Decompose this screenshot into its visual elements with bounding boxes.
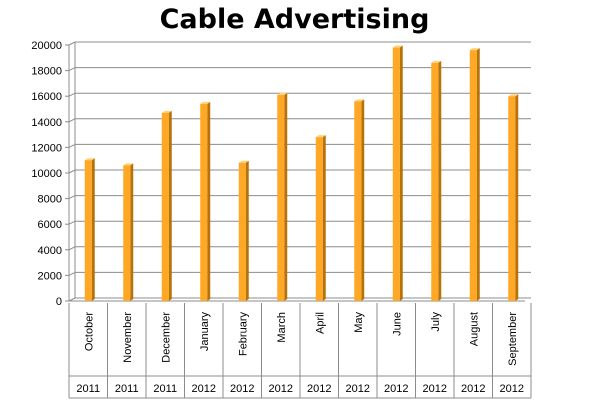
x-tick-label: September — [507, 312, 519, 366]
bar — [277, 94, 285, 301]
y-tick-label: 16000 — [31, 91, 62, 103]
bar-side — [361, 99, 365, 301]
x-tick-label: February — [237, 312, 249, 357]
x-tick-label: August — [468, 312, 480, 346]
y-tick-label: 10000 — [31, 168, 62, 180]
bar-top — [84, 158, 95, 161]
x-tick-label: December — [160, 312, 172, 363]
bar — [238, 162, 246, 301]
x-year-label: 2012 — [500, 383, 524, 395]
x-tick-label: July — [430, 312, 442, 332]
x-tick-label: June — [391, 312, 403, 336]
y-tick-label: 0 — [56, 296, 62, 308]
y-tick-label: 12000 — [31, 142, 62, 154]
bar-top — [469, 48, 480, 51]
gridline-depth — [68, 246, 76, 251]
bar — [392, 47, 400, 302]
x-year-label: 2012 — [230, 383, 254, 395]
bar-side — [438, 60, 442, 301]
x-year-label: 2011 — [153, 383, 177, 395]
gridline-depth — [68, 143, 76, 148]
bar-side — [130, 163, 134, 301]
bar-top — [315, 135, 326, 138]
x-year-label: 2012 — [269, 383, 293, 395]
bar-side — [245, 160, 249, 301]
bar — [161, 112, 169, 301]
gridline-depth — [68, 67, 76, 72]
y-tick-label: 20000 — [31, 40, 62, 52]
x-tick-label: October — [83, 312, 95, 351]
y-tick-label: 8000 — [38, 194, 62, 206]
x-tick-label: April — [314, 312, 326, 334]
bar-side — [284, 92, 288, 301]
bar-top — [161, 110, 172, 113]
bar — [315, 137, 323, 301]
x-year-label: 2012 — [307, 383, 331, 395]
y-tick-label: 4000 — [38, 245, 62, 257]
bar-top — [431, 60, 442, 63]
gridline-depth — [68, 41, 76, 46]
bar-side — [322, 135, 326, 301]
x-year-label: 2012 — [461, 383, 485, 395]
bar — [354, 101, 362, 301]
x-tick-label: March — [276, 312, 288, 343]
x-year-label: 2011 — [76, 383, 100, 395]
y-tick-label: 14000 — [31, 117, 62, 129]
chart-title: Cable Advertising — [159, 4, 430, 35]
bar-top — [277, 92, 288, 95]
bar-side — [207, 101, 211, 301]
bar-top — [392, 45, 403, 48]
x-year-label: 2012 — [423, 383, 447, 395]
bar — [508, 96, 516, 301]
gridline-depth — [68, 195, 76, 200]
gridline-depth — [68, 271, 76, 276]
gridline-depth — [68, 220, 76, 225]
x-tick-label: November — [122, 312, 134, 363]
x-tick-label: January — [199, 312, 211, 352]
bar-side — [476, 48, 480, 302]
x-year-label: 2012 — [384, 383, 408, 395]
bar-side — [399, 45, 403, 302]
bar — [123, 165, 131, 301]
bar-side — [515, 94, 519, 301]
x-year-label: 2012 — [192, 383, 216, 395]
y-tick-label: 2000 — [38, 270, 62, 282]
bar — [84, 160, 92, 301]
bar — [431, 62, 439, 301]
bar-side — [91, 158, 95, 301]
bar-side — [168, 110, 172, 301]
gridline-depth — [68, 169, 76, 174]
y-tick-label: 18000 — [31, 66, 62, 78]
x-tick-label: May — [353, 312, 365, 333]
bar — [469, 50, 477, 302]
bar-top — [123, 163, 134, 166]
bar-top — [238, 160, 249, 163]
x-year-label: 2011 — [115, 383, 139, 395]
bar-top — [354, 99, 365, 102]
gridline-depth — [68, 118, 76, 123]
bar-top — [508, 94, 519, 97]
gridline-depth — [68, 92, 76, 97]
bar — [200, 103, 208, 301]
y-tick-label: 6000 — [38, 219, 62, 231]
bar-top — [200, 101, 211, 104]
x-year-label: 2012 — [346, 383, 370, 395]
